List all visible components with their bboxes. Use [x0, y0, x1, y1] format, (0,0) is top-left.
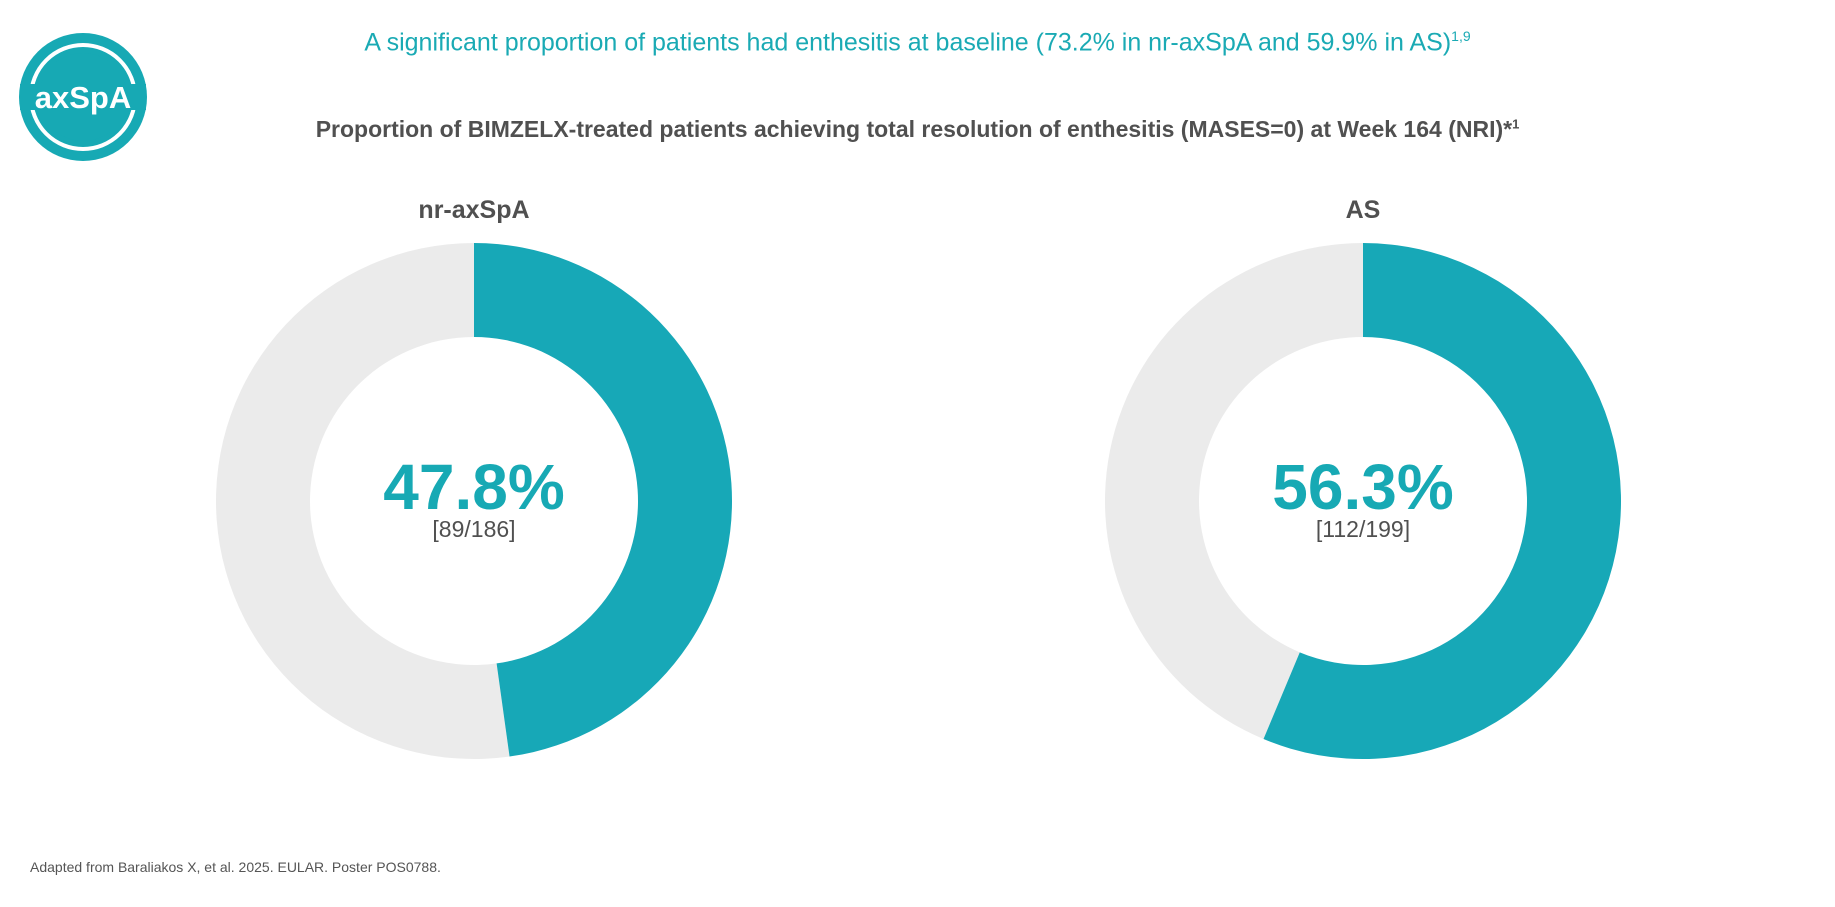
value-label-nr-axspa: 47.8% — [383, 451, 565, 523]
headline-text: A significant proportion of patients had… — [364, 28, 1452, 57]
chart-title-ref: 1 — [1512, 116, 1520, 132]
headline: A significant proportion of patients had… — [0, 28, 1835, 57]
fraction-label-as: [112/199] — [1315, 516, 1411, 542]
fraction-label-nr-axspa: [89/186] — [432, 516, 516, 542]
donut-remainder-as — [1105, 243, 1363, 740]
chart-title: Proportion of BIMZELX-treated patients a… — [0, 116, 1835, 143]
headline-ref: 1,9 — [1451, 28, 1471, 44]
donut-slice-as — [1263, 243, 1621, 759]
chart-title-text: Proportion of BIMZELX-treated patients a… — [315, 116, 1513, 142]
panel-label-nr-axspa: nr-axSpA — [418, 196, 530, 224]
panel-label-as: AS — [1345, 196, 1381, 224]
axspa-logo: axSpA — [19, 33, 147, 161]
footnote: Adapted from Baraliakos X, et al. 2025. … — [30, 859, 441, 875]
svg-text:axSpA: axSpA — [35, 80, 131, 115]
value-label-as: 56.3% — [1272, 451, 1454, 523]
donut-remainder-nr-axspa — [216, 243, 510, 759]
donut-slice-nr-axspa — [474, 243, 733, 757]
